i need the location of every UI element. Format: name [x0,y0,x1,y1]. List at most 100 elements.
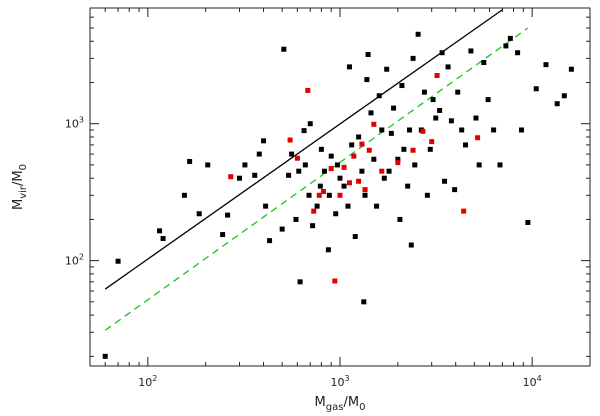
x-tick-label: 104 [523,374,542,389]
data-point-black [349,142,355,148]
data-point-red [461,208,467,214]
data-point-black [543,62,549,68]
data-point-black [361,299,367,305]
data-point-black [376,93,382,99]
data-point-black [503,43,509,49]
data-point-red [311,208,317,214]
data-point-black [468,48,474,54]
y-axis-label: Mvir/M0 [11,164,29,210]
data-point-black [333,211,339,217]
data-point-red [346,180,352,186]
data-point-red [434,72,440,78]
data-point-black [442,178,448,184]
data-point-black [310,223,316,229]
data-point-black [533,86,539,92]
data-point-black [386,168,392,174]
data-point-black [374,203,380,209]
data-point-red [410,147,416,153]
data-point-black [379,127,385,133]
data-point-black [356,134,362,140]
data-point-black [445,64,451,70]
data-point-black [401,146,407,152]
data-point-black [507,35,513,41]
data-point-black [561,93,567,99]
data-point-black [448,118,454,124]
data-point-red [328,166,334,172]
data-point-black [424,192,430,198]
data-point-black [362,192,368,198]
data-point-black [267,238,273,244]
data-point-red [332,278,338,284]
data-point-black [407,127,413,133]
data-point-black [346,64,352,70]
data-point-black [497,162,503,168]
data-point-black [455,89,461,95]
dashed-fit-line [104,27,529,331]
data-point-black [306,192,312,198]
data-point-black [196,211,202,217]
data-point-black [433,115,439,121]
data-point-black [326,192,332,198]
x-tick-label: 103 [330,374,349,389]
data-point-red [351,153,357,159]
data-point-black [384,66,390,72]
data-point-black [181,192,187,198]
data-point-black [279,226,285,232]
data-point-black [525,219,531,225]
data-point-black [281,46,287,52]
data-point-black [405,183,411,189]
data-point-red [356,178,362,184]
data-points [102,31,574,359]
x-tick-label: 102 [138,374,157,389]
data-point-black [225,212,231,218]
data-point-red [320,188,326,194]
data-point-black [328,153,334,159]
data-point-black [388,130,394,136]
data-point-red [316,192,322,198]
data-point-black [352,234,358,240]
data-point-black [476,162,482,168]
y-tick-label: 102 [65,253,84,268]
data-point-black [412,162,418,168]
data-point-black [307,121,313,127]
data-point-black [325,247,331,253]
data-point-black [301,128,307,134]
data-point-black [439,50,445,56]
data-point-red [420,128,426,134]
data-point-red [287,137,293,143]
data-point-red [359,141,365,147]
data-point-black [321,168,327,174]
data-point-black [261,138,267,144]
data-point-black [256,151,262,157]
data-point-black [368,110,374,116]
data-point-black [289,151,295,157]
data-point-black [421,89,427,95]
data-point-red [379,168,385,174]
axis-labels: 102 103 104 102 103 Mgas/M0 Mvir/M0 [11,116,542,413]
data-point-black [341,183,347,189]
data-point-black [371,156,377,162]
data-point-red [371,121,377,127]
data-point-black [427,146,433,152]
data-point-black [473,115,479,121]
data-point-red [228,174,234,180]
axis-ticks [89,7,591,366]
data-point-black [381,175,387,181]
data-point-red [362,187,368,193]
data-point-black [334,162,340,168]
data-point-black [399,83,405,89]
data-point-black [515,50,521,56]
data-point-black [463,142,469,148]
data-point-black [491,127,497,133]
data-point-black [365,52,371,58]
plot-frame [89,7,591,367]
data-point-black [115,258,121,264]
x-axis-label: Mgas/M0 [315,395,366,413]
solid-fit-line [104,9,503,290]
data-point-black [364,77,370,83]
data-point-black [242,162,248,168]
data-point-black [317,183,323,189]
data-point-black [518,127,524,133]
data-point-black [345,203,351,209]
